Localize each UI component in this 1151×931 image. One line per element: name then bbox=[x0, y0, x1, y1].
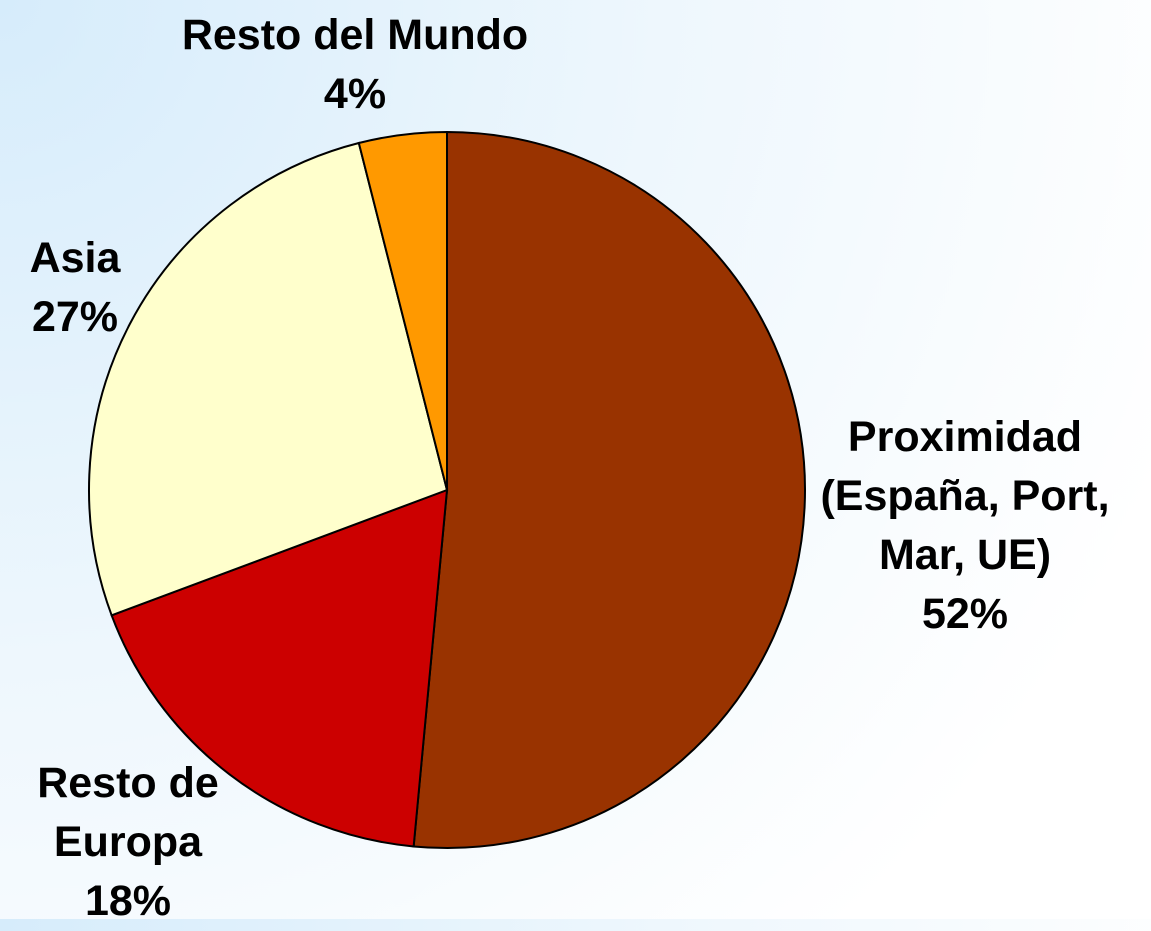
slice-label: Resto de Europa 18% bbox=[0, 754, 256, 931]
category-label: Proximidad (España, Port, Mar, UE) bbox=[820, 413, 1110, 579]
value-label: 52% bbox=[921, 590, 1009, 638]
pie-slice bbox=[88, 141, 449, 617]
category-label: Asia bbox=[29, 234, 121, 282]
category-label: Resto del Mundo bbox=[181, 11, 529, 59]
slice-label: Proximidad (España, Port, Mar, UE) 52% bbox=[780, 408, 1150, 644]
value-label: 18% bbox=[84, 877, 172, 925]
value-label: 27% bbox=[31, 293, 119, 341]
pie-slice bbox=[357, 130, 448, 491]
slice-label: Asia 27% bbox=[0, 229, 150, 347]
pie-slice bbox=[110, 488, 449, 848]
value-label: 4% bbox=[323, 70, 387, 118]
slice-label: Resto del Mundo 4% bbox=[120, 6, 590, 124]
pie-slice bbox=[412, 130, 807, 849]
category-label: Resto de Europa bbox=[37, 759, 219, 866]
